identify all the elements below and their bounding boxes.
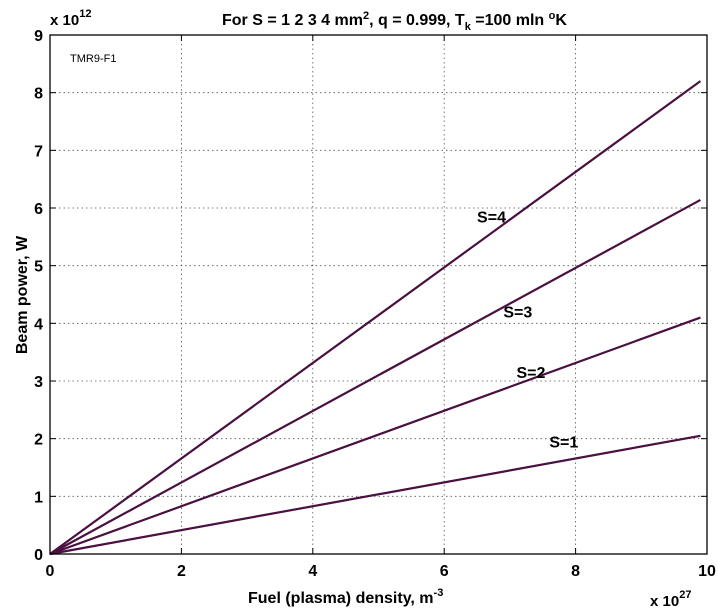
x-tick-label: 10 [698,563,716,580]
x-tick-label: 4 [308,563,317,580]
series-label: S=3 [503,305,532,322]
series-label: S=2 [516,365,545,382]
y-axis-multiplier: x 1012 [50,8,91,29]
series-line-s4 [49,80,702,555]
y-tick-label: 4 [34,316,43,333]
x-tick-label: 0 [46,563,55,580]
y-tick-label: 0 [34,547,43,564]
series-label: S=4 [477,209,506,226]
series-lines: S=1 S=2 S=3 S=4 [49,80,702,556]
series-line-s3 [49,198,701,555]
plot-border [49,34,708,555]
y-tick-label: 9 [34,28,43,45]
series-line-s1 [49,434,701,556]
y-tick-label: 2 [34,432,43,449]
series-label: S=1 [549,434,578,451]
x-axis-label: Fuel (plasma) density, m-3 [248,587,443,607]
y-tick-label: 7 [34,143,43,160]
y-tick-label: 6 [34,201,43,218]
plot-area [50,35,707,554]
y-axis-label: Beam power, W [14,235,31,354]
x-tick-label: 8 [571,563,580,580]
figure-annotation: TMR9-F1 [70,53,116,65]
x-axis-multiplier: x 1027 [650,589,691,610]
y-tick-label: 3 [34,374,43,391]
y-tick-label: 5 [34,259,43,276]
series-line-s2 [49,316,701,556]
x-tick-label: 6 [440,563,449,580]
y-tick-label: 8 [34,86,43,103]
grid [50,35,707,554]
x-tick-label: 2 [177,563,186,580]
y-tick-label: 1 [34,489,43,506]
chart-title: For S = 1 2 3 4 mm2, q = 0.999, Tk =100 … [222,10,567,33]
axis-ticks: 0 2 4 6 8 10 0 1 2 3 4 5 6 7 8 9 [34,28,716,580]
